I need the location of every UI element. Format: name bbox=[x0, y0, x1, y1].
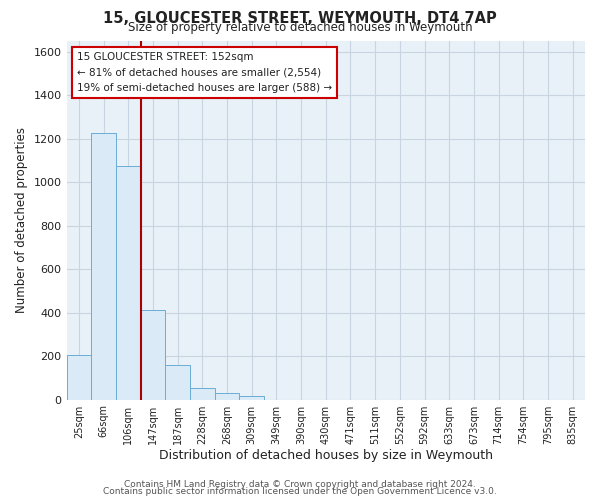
Text: 15 GLOUCESTER STREET: 152sqm
← 81% of detached houses are smaller (2,554)
19% of: 15 GLOUCESTER STREET: 152sqm ← 81% of de… bbox=[77, 52, 332, 93]
Bar bbox=[215, 394, 239, 400]
X-axis label: Distribution of detached houses by size in Weymouth: Distribution of detached houses by size … bbox=[159, 450, 493, 462]
Bar bbox=[116, 166, 140, 400]
Text: Contains HM Land Registry data © Crown copyright and database right 2024.: Contains HM Land Registry data © Crown c… bbox=[124, 480, 476, 489]
Bar bbox=[190, 388, 215, 400]
Bar bbox=[67, 355, 91, 400]
Bar bbox=[165, 365, 190, 400]
Bar bbox=[239, 396, 264, 400]
Text: Size of property relative to detached houses in Weymouth: Size of property relative to detached ho… bbox=[128, 22, 472, 35]
Y-axis label: Number of detached properties: Number of detached properties bbox=[15, 128, 28, 314]
Bar bbox=[140, 310, 165, 400]
Bar bbox=[91, 134, 116, 400]
Text: 15, GLOUCESTER STREET, WEYMOUTH, DT4 7AP: 15, GLOUCESTER STREET, WEYMOUTH, DT4 7AP bbox=[103, 11, 497, 26]
Text: Contains public sector information licensed under the Open Government Licence v3: Contains public sector information licen… bbox=[103, 487, 497, 496]
